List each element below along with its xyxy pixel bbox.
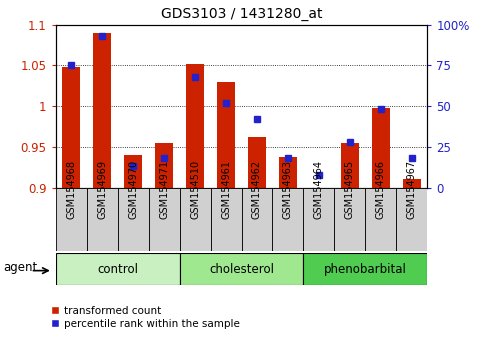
Text: cholesterol: cholesterol: [209, 263, 274, 275]
Title: GDS3103 / 1431280_at: GDS3103 / 1431280_at: [161, 7, 322, 21]
Bar: [403, 179, 421, 188]
Text: GSM154966: GSM154966: [376, 160, 386, 219]
Bar: [186, 64, 204, 188]
Bar: [372, 108, 390, 188]
Bar: [303, 253, 427, 285]
Bar: [242, 188, 272, 251]
Bar: [62, 67, 80, 188]
Text: control: control: [97, 263, 138, 275]
Text: agent: agent: [3, 261, 37, 274]
Bar: [93, 33, 112, 188]
Text: GSM154968: GSM154968: [66, 160, 76, 219]
Bar: [180, 188, 211, 251]
Text: phenobarbital: phenobarbital: [324, 263, 407, 275]
Bar: [217, 82, 235, 188]
Bar: [211, 188, 242, 251]
Text: GSM154967: GSM154967: [407, 160, 417, 219]
Text: GSM154961: GSM154961: [221, 160, 231, 219]
Bar: [303, 188, 334, 251]
Legend: transformed count, percentile rank within the sample: transformed count, percentile rank withi…: [51, 306, 240, 329]
Bar: [334, 188, 366, 251]
Bar: [124, 155, 142, 188]
Bar: [117, 188, 149, 251]
Text: GSM154970: GSM154970: [128, 160, 138, 219]
Text: GSM154964: GSM154964: [314, 160, 324, 219]
Bar: [397, 188, 427, 251]
Text: GSM154971: GSM154971: [159, 160, 169, 219]
Text: GSM154962: GSM154962: [252, 160, 262, 219]
Bar: [279, 157, 297, 188]
Text: GSM154965: GSM154965: [345, 160, 355, 219]
Bar: [272, 188, 303, 251]
Text: GSM154510: GSM154510: [190, 160, 200, 219]
Bar: [86, 188, 117, 251]
Bar: [366, 188, 397, 251]
Text: GSM154963: GSM154963: [283, 160, 293, 219]
Bar: [180, 253, 303, 285]
Bar: [341, 143, 359, 188]
Bar: [56, 253, 180, 285]
Bar: [56, 188, 86, 251]
Text: GSM154969: GSM154969: [97, 160, 107, 219]
Bar: [155, 143, 173, 188]
Bar: [149, 188, 180, 251]
Bar: [248, 137, 266, 188]
